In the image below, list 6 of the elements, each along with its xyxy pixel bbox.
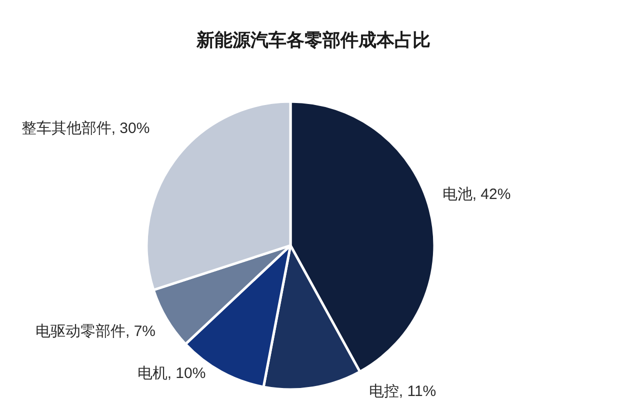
slice-label: 电池, 42% xyxy=(442,186,511,203)
slice-label: 电驱动零部件, 7% xyxy=(35,323,156,340)
slice-label: 电控, 11% xyxy=(368,383,436,400)
chart-title: 新能源汽车各零部件成本占比 xyxy=(196,30,430,51)
slice-label: 整车其他部件, 30% xyxy=(21,120,150,137)
slice-label: 电机, 10% xyxy=(137,365,206,382)
